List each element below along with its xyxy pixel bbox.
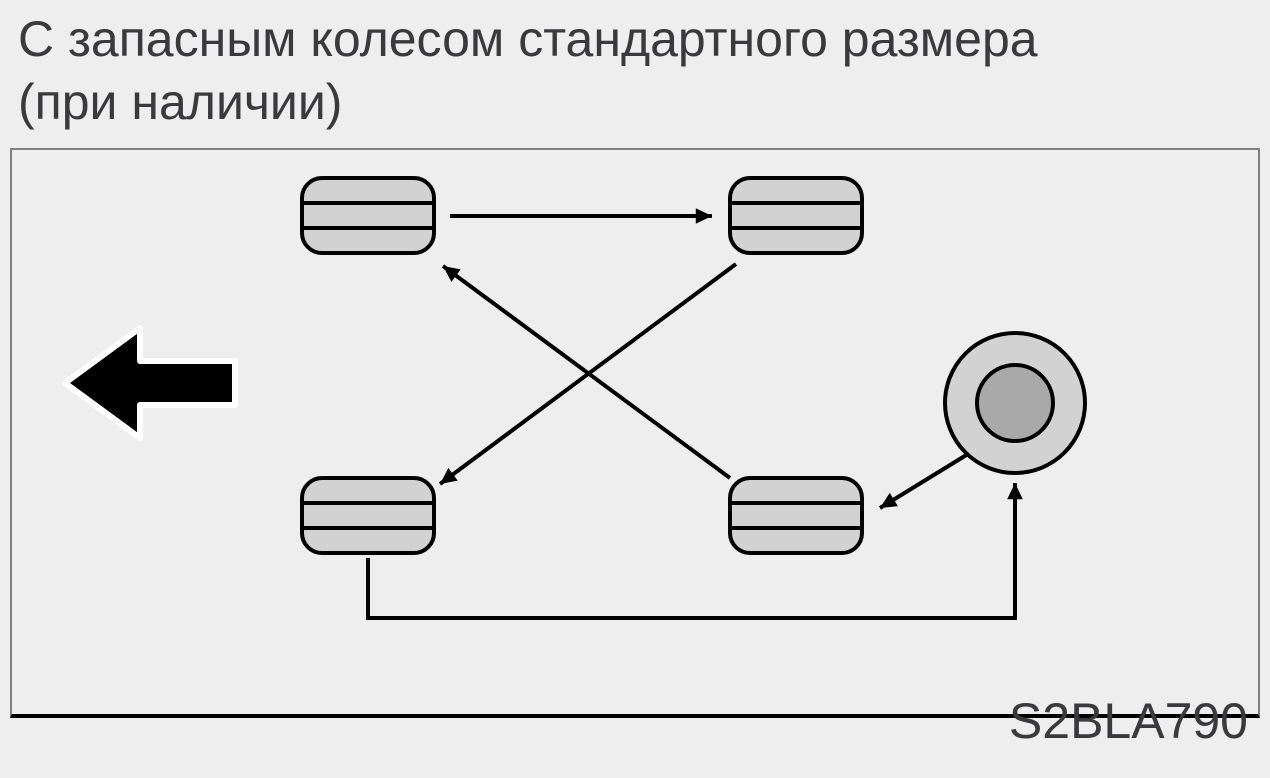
tire-rear-left bbox=[302, 478, 434, 553]
direction-arrow-icon bbox=[65, 328, 235, 438]
spare-wheel-icon bbox=[945, 333, 1085, 473]
tire-front-left bbox=[302, 178, 434, 253]
diagram-title: С запасным колесом стандартного размера … bbox=[18, 8, 1038, 133]
tire-rear-right bbox=[730, 478, 862, 553]
title-line-1: С запасным колесом стандартного размера bbox=[18, 11, 1038, 67]
arrow-rr-to-fl bbox=[443, 266, 730, 478]
title-line-2: (при наличии) bbox=[18, 74, 342, 130]
tire-rotation-diagram bbox=[10, 148, 1260, 718]
tire-front-right bbox=[730, 178, 862, 253]
arrow-rl-to-sp bbox=[368, 483, 1015, 618]
reference-code: S2BLA790 bbox=[1009, 692, 1248, 750]
